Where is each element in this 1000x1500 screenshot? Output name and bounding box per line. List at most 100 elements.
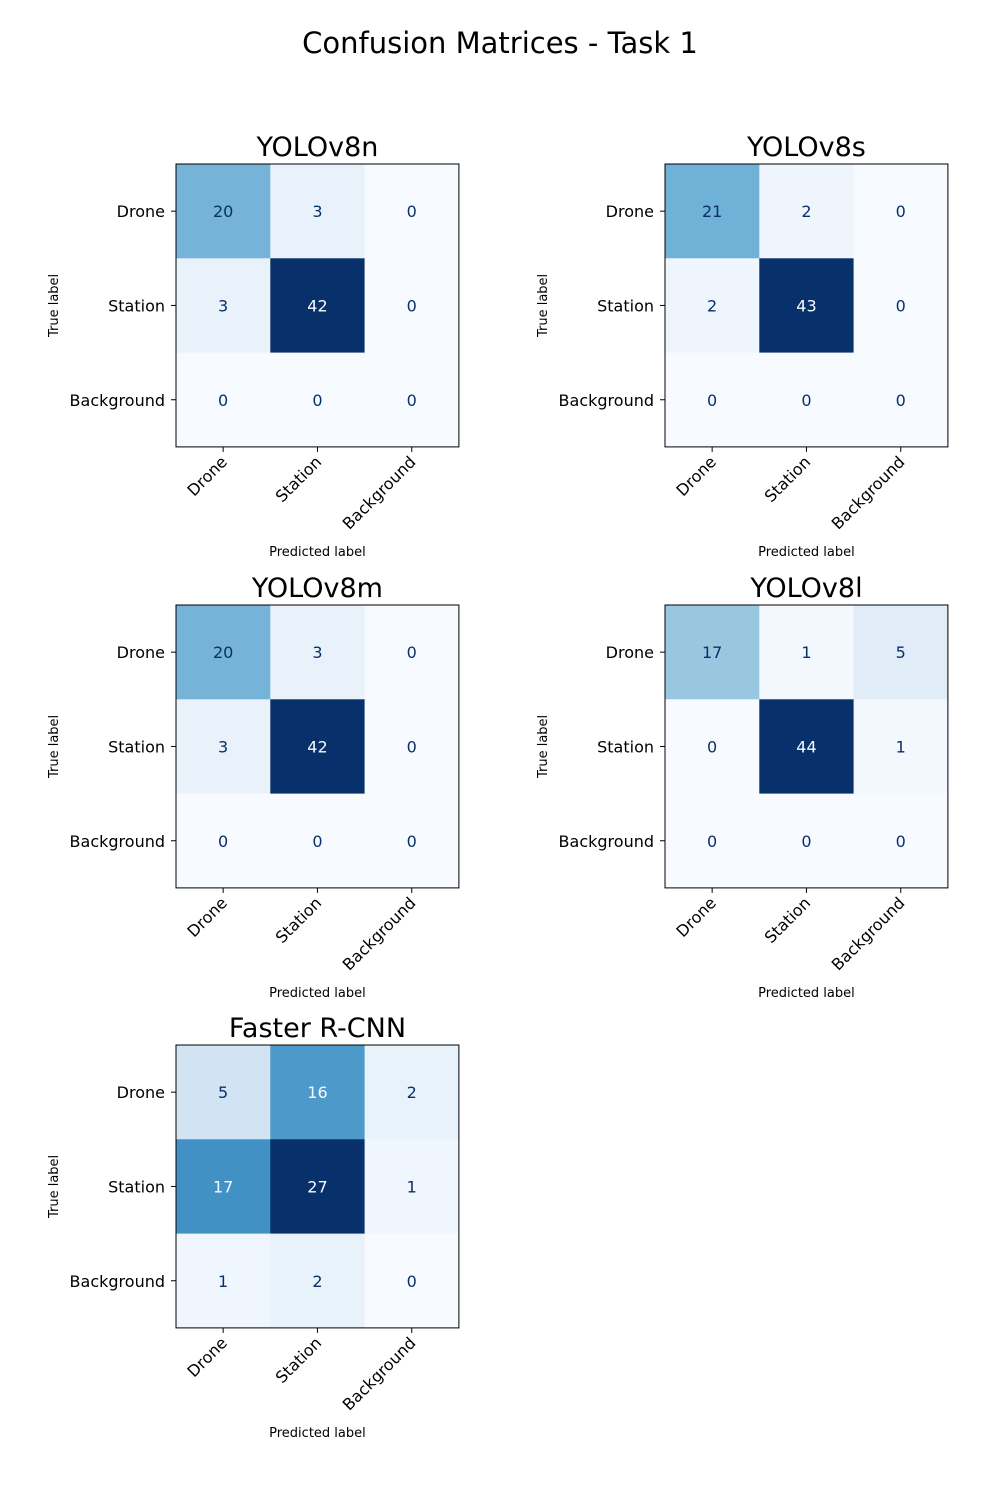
matrix-cell [665, 352, 760, 448]
matrix-cell [665, 605, 760, 700]
cell-value-label: 17 [702, 643, 722, 662]
cell-value-label: 0 [896, 202, 906, 221]
matrix-cell [853, 605, 949, 700]
y-axis-label: True label [536, 274, 551, 338]
cell-value-label: 0 [896, 832, 906, 851]
cell-value-label: 0 [407, 1272, 417, 1291]
cell-value-label: 0 [407, 832, 417, 851]
matrix-cell [176, 1045, 271, 1140]
matrix-cell [176, 793, 271, 889]
cell-value-label: 0 [896, 391, 906, 410]
y-axis-label: True label [47, 274, 62, 338]
y-tick-label: Station [108, 296, 165, 315]
matrix-cell [665, 699, 760, 795]
matrix-cell [364, 164, 460, 259]
matrix-cell [176, 164, 271, 259]
y-tick-label: Station [597, 737, 654, 756]
matrix-cell [364, 1233, 460, 1329]
cell-value-label: 0 [707, 737, 717, 756]
cell-value-label: 0 [707, 832, 717, 851]
y-tick-label: Drone [606, 643, 654, 662]
confusion-matrix-panel: 17 1 5 0 44 1 0 0 0 YOLOv8l Drone Station Background… [536, 573, 949, 1001]
y-tick-label: Background [70, 1272, 165, 1291]
cell-value-label: 0 [407, 202, 417, 221]
cell-value-label: 0 [707, 391, 717, 410]
confusion-matrix-panel: 5 16 2 17 27 1 1 2 0 Faster R-CNN Drone Station Back… [47, 1013, 460, 1441]
y-axis-label: True label [47, 715, 62, 779]
matrix-cell [853, 699, 949, 795]
matrix-cell [176, 699, 271, 795]
cell-value-label: 27 [307, 1177, 327, 1196]
cell-value-label: 3 [218, 296, 228, 315]
cell-value-label: 17 [213, 1177, 233, 1196]
cell-value-label: 0 [801, 832, 811, 851]
matrix-cell [759, 605, 855, 700]
matrix-cell [270, 605, 366, 700]
matrix-cell [270, 793, 366, 889]
matrix-cell [176, 352, 271, 448]
cell-value-label: 1 [896, 737, 906, 756]
y-axis-label: True label [536, 715, 551, 779]
cell-value-label: 43 [796, 296, 816, 315]
cell-value-label: 20 [213, 643, 233, 662]
matrix-cell [176, 1233, 271, 1329]
y-tick-label: Drone [117, 1083, 165, 1102]
cell-value-label: 20 [213, 202, 233, 221]
cell-value-label: 42 [307, 296, 327, 315]
cell-value-label: 0 [801, 391, 811, 410]
y-axis-label: True label [47, 1155, 62, 1219]
cell-value-label: 0 [312, 832, 322, 851]
y-tick-label: Background [559, 391, 654, 410]
cell-value-label: 2 [312, 1272, 322, 1291]
cell-value-label: 0 [407, 296, 417, 315]
cell-value-label: 16 [307, 1083, 327, 1102]
matrix-cell [759, 164, 855, 259]
matrix-cell [270, 1045, 366, 1140]
matrix-cell [270, 258, 366, 354]
cell-value-label: 3 [312, 202, 322, 221]
panel-title: YOLOv8n [256, 132, 379, 163]
x-axis-label: Predicted label [269, 1426, 366, 1441]
matrix-cell [270, 1139, 366, 1235]
matrix-cell [364, 352, 460, 448]
matrix-cell [270, 699, 366, 795]
cell-value-label: 0 [218, 391, 228, 410]
matrix-cell [759, 258, 855, 354]
panel-title: YOLOv8m [251, 573, 383, 604]
cell-value-label: 3 [312, 643, 322, 662]
matrix-cell [270, 352, 366, 448]
matrix-cell [364, 1139, 460, 1235]
matrix-cell [176, 1139, 271, 1235]
matrix-cell [759, 352, 855, 448]
y-tick-label: Drone [117, 643, 165, 662]
cell-value-label: 0 [407, 391, 417, 410]
cell-value-label: 3 [218, 737, 228, 756]
matrix-cell [853, 258, 949, 354]
x-axis-label: Predicted label [269, 545, 366, 560]
cell-value-label: 0 [312, 391, 322, 410]
cell-value-label: 2 [407, 1083, 417, 1102]
y-tick-label: Station [108, 737, 165, 756]
confusion-matrix-panel: 20 3 0 3 42 0 0 0 0 YOLOv8n Drone Station Background… [47, 132, 460, 560]
matrix-cell [364, 793, 460, 889]
panel-title: Faster R-CNN [229, 1013, 406, 1044]
cell-value-label: 5 [218, 1083, 228, 1102]
matrix-cell [270, 164, 366, 259]
matrix-cell [364, 1045, 460, 1140]
y-tick-label: Drone [117, 202, 165, 221]
matrix-cell [665, 164, 760, 259]
x-axis-label: Predicted label [269, 986, 366, 1001]
cell-value-label: 1 [801, 643, 811, 662]
panel-title: YOLOv8s [746, 132, 866, 163]
cell-value-label: 21 [702, 202, 722, 221]
y-tick-label: Station [108, 1177, 165, 1196]
cell-value-label: 0 [407, 643, 417, 662]
matrix-cell [176, 258, 271, 354]
cell-value-label: 0 [218, 832, 228, 851]
y-tick-label: Drone [606, 202, 654, 221]
y-tick-label: Background [70, 832, 165, 851]
y-tick-label: Station [597, 296, 654, 315]
matrix-cell [853, 352, 949, 448]
cell-value-label: 1 [407, 1177, 417, 1196]
y-tick-label: Background [70, 391, 165, 410]
